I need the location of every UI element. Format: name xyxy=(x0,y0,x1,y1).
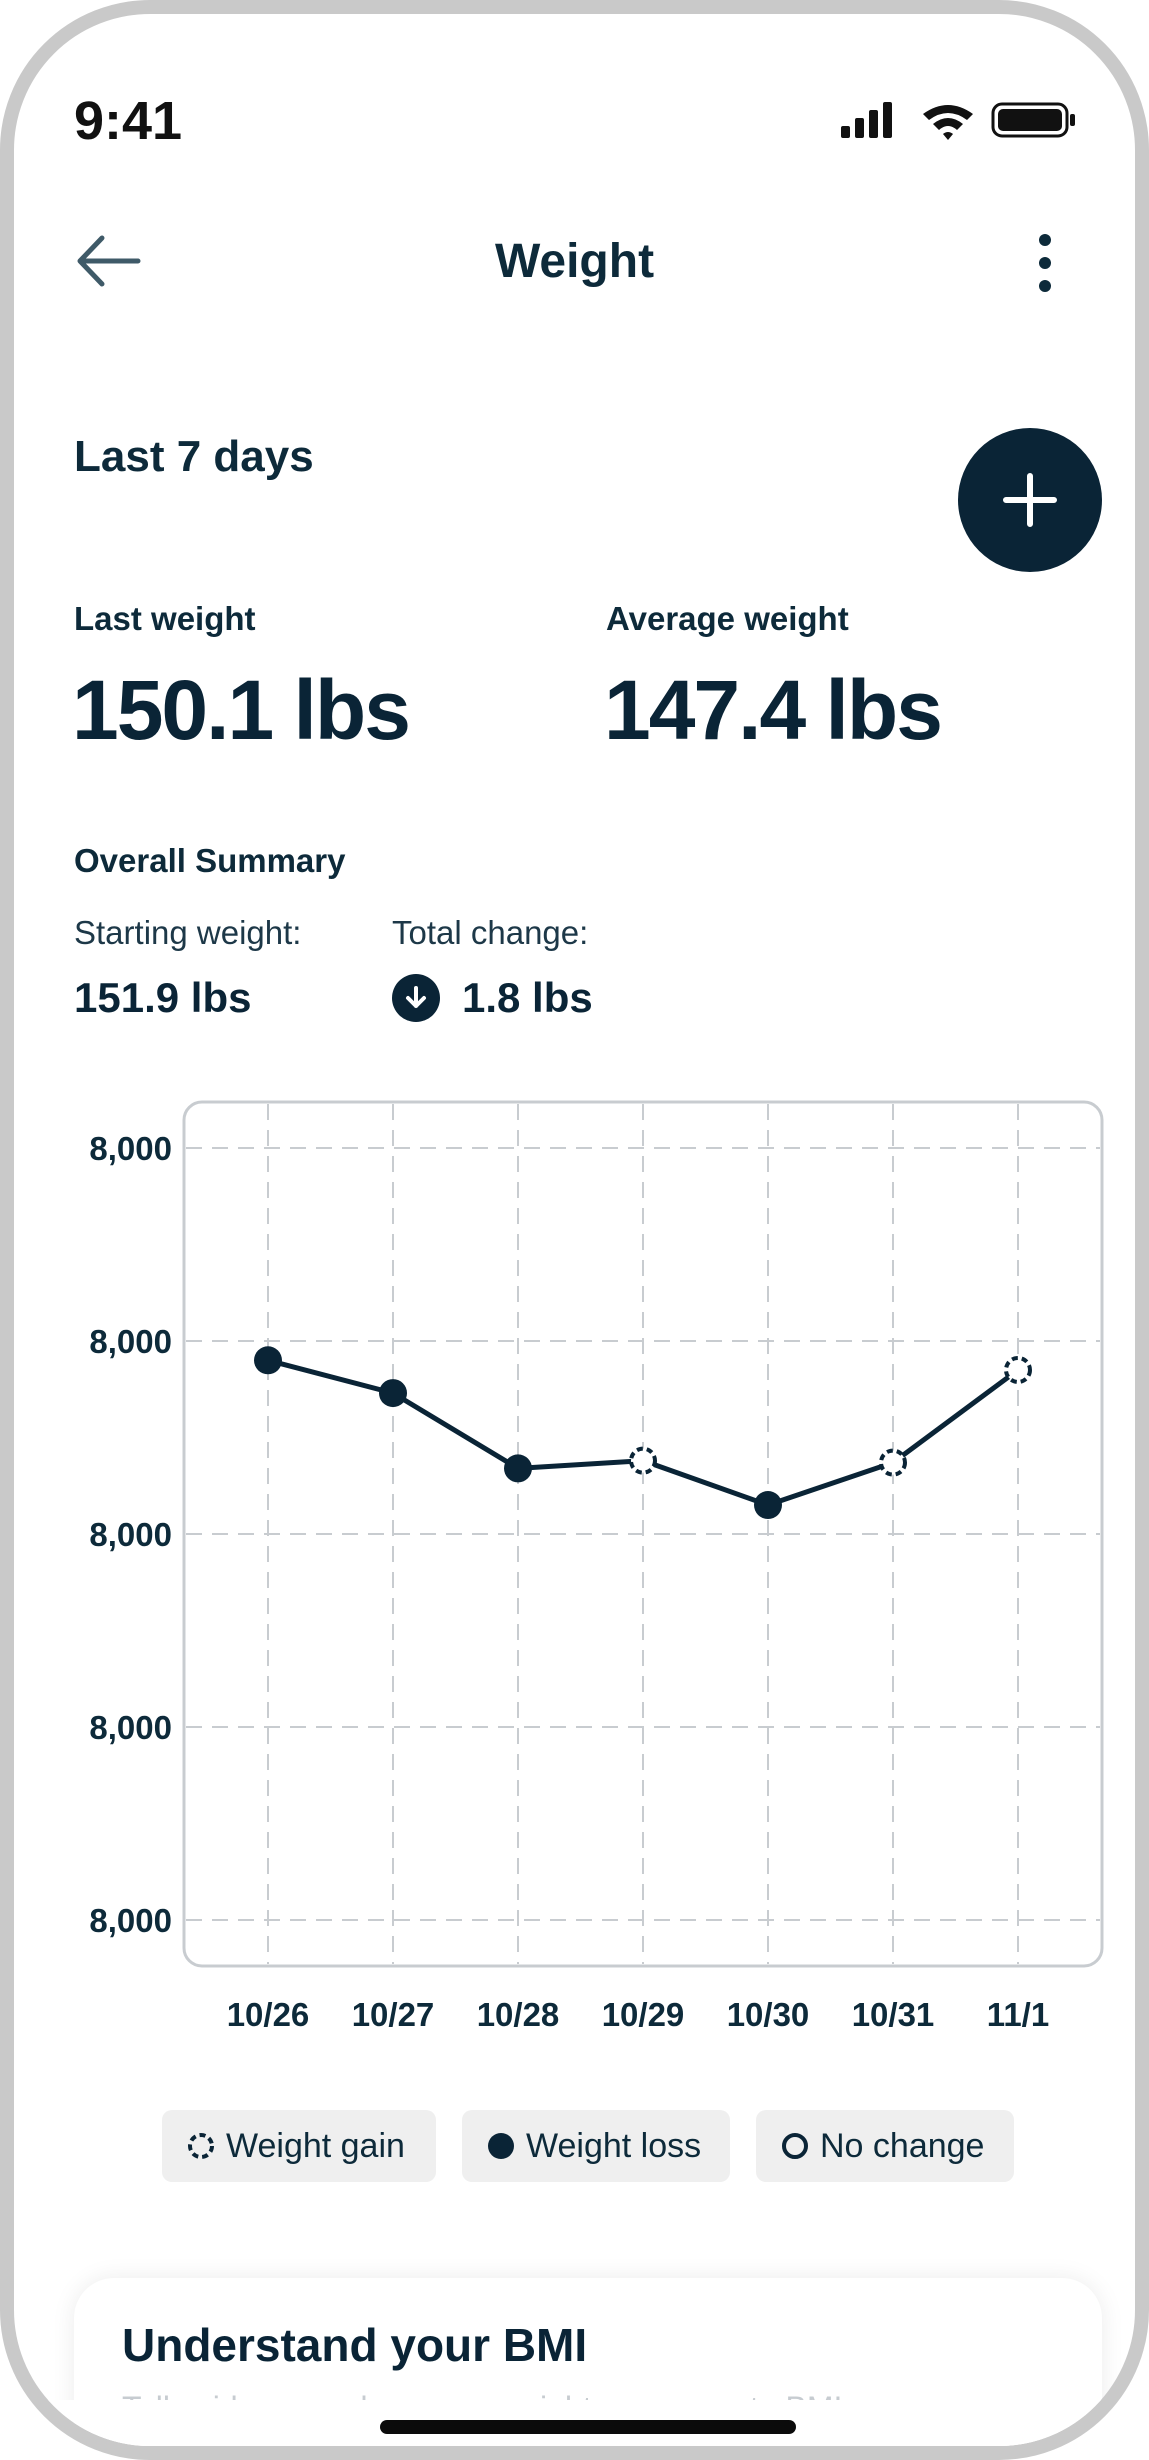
legend-no-change[interactable]: No change xyxy=(756,2110,1014,2182)
y-tick-label: 8,000 xyxy=(89,1709,172,1746)
data-point-loss[interactable] xyxy=(504,1454,532,1483)
range-label: Last 7 days xyxy=(74,432,314,481)
y-tick-label: 8,000 xyxy=(89,1902,172,1939)
last-weight-label: Last weight xyxy=(74,600,256,637)
x-axis-ticks: 10/26 10/27 10/28 10/29 10/30 10/31 11/1 xyxy=(227,1996,1050,2033)
x-tick-label: 10/26 xyxy=(227,1996,310,2033)
signal-icon xyxy=(841,102,892,138)
y-tick-label: 8,000 xyxy=(89,1516,172,1553)
bmi-card-title: Understand your BMI xyxy=(122,2319,588,2371)
plus-icon xyxy=(1003,473,1057,527)
dashed-circle-icon xyxy=(188,2133,214,2159)
home-indicator[interactable] xyxy=(380,2420,796,2434)
summary-title: Overall Summary xyxy=(74,842,346,879)
data-point-gain[interactable] xyxy=(1004,1355,1032,1384)
y-tick-label: 8,000 xyxy=(89,1323,172,1360)
back-arrow-icon[interactable] xyxy=(72,226,142,296)
total-change-label: Total change: xyxy=(392,914,589,951)
page-title: Weight xyxy=(494,235,655,288)
x-tick-label: 10/29 xyxy=(602,1996,685,2033)
y-tick-label: 8,000 xyxy=(89,1130,172,1167)
status-time: 9:41 xyxy=(74,91,183,151)
starting-weight-label: Starting weight: xyxy=(74,914,302,951)
data-point-loss[interactable] xyxy=(254,1346,282,1375)
filled-circle-icon xyxy=(488,2133,514,2159)
status-icons xyxy=(841,102,1075,140)
add-weight-button[interactable] xyxy=(958,428,1102,572)
x-tick-label: 10/31 xyxy=(852,1996,935,2033)
data-point-loss[interactable] xyxy=(379,1379,407,1408)
legend-weight-gain[interactable]: Weight gain xyxy=(162,2110,436,2182)
chart-frame xyxy=(182,1100,1104,1968)
wifi-icon xyxy=(923,105,973,140)
chart-grid xyxy=(186,1104,1100,1964)
legend-gain-label: Weight gain xyxy=(226,2126,405,2165)
last-weight-value: 150.1 lbs xyxy=(72,663,411,757)
data-point-gain[interactable] xyxy=(629,1446,657,1475)
hollow-circle-icon xyxy=(782,2133,808,2159)
legend-loss-label: Weight loss xyxy=(526,2126,702,2165)
x-tick-label: 10/28 xyxy=(477,1996,560,2033)
data-point-gain[interactable] xyxy=(879,1448,907,1477)
weight-data-points xyxy=(254,1346,1032,1520)
y-axis-ticks: 8,000 8,000 8,000 8,000 8,000 xyxy=(89,1130,172,1939)
x-tick-label: 10/30 xyxy=(727,1996,810,2033)
battery-icon xyxy=(991,102,1075,138)
average-weight-label: Average weight xyxy=(606,600,849,637)
more-options-icon[interactable] xyxy=(1033,228,1057,298)
legend-weight-loss[interactable]: Weight loss xyxy=(462,2110,730,2182)
legend-no-change-label: No change xyxy=(820,2126,985,2165)
data-point-loss[interactable] xyxy=(754,1491,782,1520)
starting-weight-value: 151.9 lbs xyxy=(74,974,252,1021)
x-tick-label: 11/1 xyxy=(987,1996,1049,2033)
average-weight-value: 147.4 lbs xyxy=(604,663,943,757)
down-arrow-icon xyxy=(392,974,440,1022)
total-change-value: 1.8 lbs xyxy=(462,974,593,1021)
x-tick-label: 10/27 xyxy=(352,1996,435,2033)
